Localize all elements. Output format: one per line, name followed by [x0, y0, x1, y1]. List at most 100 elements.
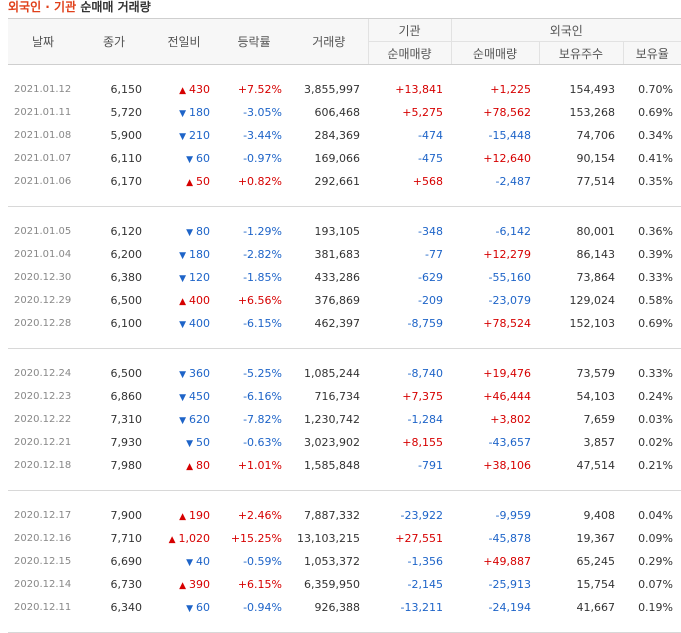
triangle-up-icon: ▲: [186, 462, 193, 472]
cell-change-value: 400: [189, 294, 210, 307]
cell-foreign-net: -6,142: [495, 225, 531, 238]
cell-change: ▼ 450: [150, 385, 218, 408]
cell-change: ▼ 60: [150, 147, 218, 170]
cell-date: 2020.12.17: [14, 510, 72, 521]
cell-volume: 3,023,902: [304, 436, 360, 449]
cell-foreign-ratio: 0.09%: [638, 532, 674, 545]
cell-foreign-net: +38,106: [483, 459, 531, 472]
cell-volume: 716,734: [314, 390, 361, 403]
cell-foreign-hold: 9,408: [583, 509, 616, 522]
cell-change-value: 80: [196, 225, 210, 238]
cell-foreign-ratio: 0.34%: [638, 129, 674, 142]
cell-volume: 376,869: [314, 294, 361, 307]
cell-date: 2020.12.18: [14, 460, 72, 471]
cell-rate: -1.29%: [243, 225, 282, 238]
table-row: 2020.12.29 6,500 ▲ 400 +6.56% 376,869 -209 -23,…: [8, 289, 681, 312]
title-separator: ·: [41, 0, 55, 14]
title-suffix: 순매매 거래량: [76, 0, 151, 14]
group-spacer: [8, 491, 681, 505]
table-row: 2020.12.30 6,380 ▼ 120 -1.85% 433,286 -629 -55,…: [8, 266, 681, 289]
cell-rate: -3.44%: [243, 129, 282, 142]
cell-change: ▼ 180: [150, 243, 218, 266]
cell-foreign-net: -55,160: [488, 271, 531, 284]
cell-rate: -1.85%: [243, 271, 282, 284]
cell-institution-net: -629: [418, 271, 443, 284]
cell-rate: -6.16%: [243, 390, 282, 403]
cell-volume: 926,388: [314, 601, 361, 614]
cell-foreign-ratio: 0.35%: [638, 175, 674, 188]
cell-institution-net: +27,551: [395, 532, 443, 545]
cell-foreign-hold: 73,579: [576, 367, 616, 380]
cell-date: 2020.12.28: [14, 318, 72, 329]
triangle-down-icon: ▼: [179, 132, 186, 142]
cell-foreign-hold: 77,514: [576, 175, 616, 188]
cell-date: 2020.12.15: [14, 556, 72, 567]
triangle-down-icon: ▼: [179, 416, 186, 426]
group-divider: [8, 477, 681, 491]
cell-foreign-hold: 152,103: [569, 317, 616, 330]
cell-rate: -0.97%: [243, 152, 282, 165]
header-institution-group: 기관: [367, 18, 451, 42]
section-title: 외국인 · 기관 순매매 거래량: [8, 0, 151, 14]
cell-change-value: 80: [196, 459, 210, 472]
table-row: 2020.12.16 7,710 ▲ 1,020 +15.25% 13,103,215 +2…: [8, 527, 681, 550]
cell-foreign-hold: 65,245: [576, 555, 616, 568]
cell-close: 6,170: [110, 175, 143, 188]
cell-volume: 284,369: [314, 129, 361, 142]
cell-foreign-hold: 73,864: [576, 271, 616, 284]
title-foreign: 외국인: [8, 0, 42, 14]
cell-date: 2021.01.05: [14, 226, 72, 237]
cell-change-value: 180: [189, 106, 210, 119]
cell-change-value: 180: [189, 248, 210, 261]
cell-institution-net: +568: [412, 175, 443, 188]
cell-change: ▲ 390: [150, 573, 218, 596]
table-row: 2020.12.28 6,100 ▼ 400 -6.15% 462,397 -8,759 +7…: [8, 312, 681, 335]
cell-volume: 1,585,848: [304, 459, 360, 472]
table-row: 2020.12.15 6,690 ▼ 40 -0.59% 1,053,372 -1,356 +…: [8, 550, 681, 573]
table-row: 2021.01.08 5,900 ▼ 210 -3.44% 284,369 -474 -15,…: [8, 124, 681, 147]
header-foreign-net: 순매매량: [450, 41, 539, 65]
group-divider: [8, 335, 681, 349]
cell-institution-net: -1,284: [407, 413, 443, 426]
triangle-down-icon: ▼: [179, 370, 186, 380]
header-foreign-ratio: 보유율: [622, 41, 681, 65]
cell-rate: -0.63%: [243, 436, 282, 449]
cell-change: ▼ 360: [150, 362, 218, 385]
cell-foreign-net: -43,657: [488, 436, 531, 449]
cell-change: ▼ 210: [150, 124, 218, 147]
cell-date: 2020.12.23: [14, 391, 72, 402]
triangle-up-icon: ▲: [168, 535, 176, 545]
cell-institution-net: -348: [418, 225, 443, 238]
cell-foreign-net: +78,562: [483, 106, 531, 119]
cell-change: ▼ 120: [150, 266, 218, 289]
cell-close: 6,110: [110, 152, 143, 165]
cell-foreign-net: -2,487: [495, 175, 531, 188]
cell-foreign-net: -15,448: [488, 129, 531, 142]
triangle-down-icon: ▼: [186, 558, 193, 568]
cell-foreign-net: -24,194: [488, 601, 531, 614]
cell-foreign-net: +49,887: [483, 555, 531, 568]
table-row: 2020.12.17 7,900 ▲ 190 +2.46% 7,887,332 -23,92…: [8, 504, 681, 527]
cell-volume: 606,468: [314, 106, 361, 119]
cell-close: 5,720: [110, 106, 143, 119]
cell-volume: 292,661: [314, 175, 361, 188]
triangle-down-icon: ▼: [179, 393, 186, 403]
cell-foreign-ratio: 0.69%: [638, 106, 674, 119]
cell-foreign-ratio: 0.58%: [638, 294, 674, 307]
cell-foreign-hold: 154,493: [569, 83, 616, 96]
cell-foreign-net: -45,878: [488, 532, 531, 545]
cell-change: ▼ 60: [150, 596, 218, 619]
cell-close: 6,500: [110, 367, 143, 380]
group-divider: [8, 619, 681, 633]
cell-foreign-net: +19,476: [483, 367, 531, 380]
triangle-down-icon: ▼: [186, 604, 193, 614]
cell-institution-net: -475: [418, 152, 443, 165]
cell-volume: 1,230,742: [304, 413, 360, 426]
cell-foreign-hold: 129,024: [569, 294, 616, 307]
cell-rate: +2.46%: [237, 509, 282, 522]
cell-close: 6,340: [110, 601, 143, 614]
cell-rate: -0.59%: [243, 555, 282, 568]
header-rate: 등락률: [218, 18, 290, 65]
cell-foreign-net: +78,524: [483, 317, 531, 330]
cell-volume: 1,085,244: [304, 367, 360, 380]
